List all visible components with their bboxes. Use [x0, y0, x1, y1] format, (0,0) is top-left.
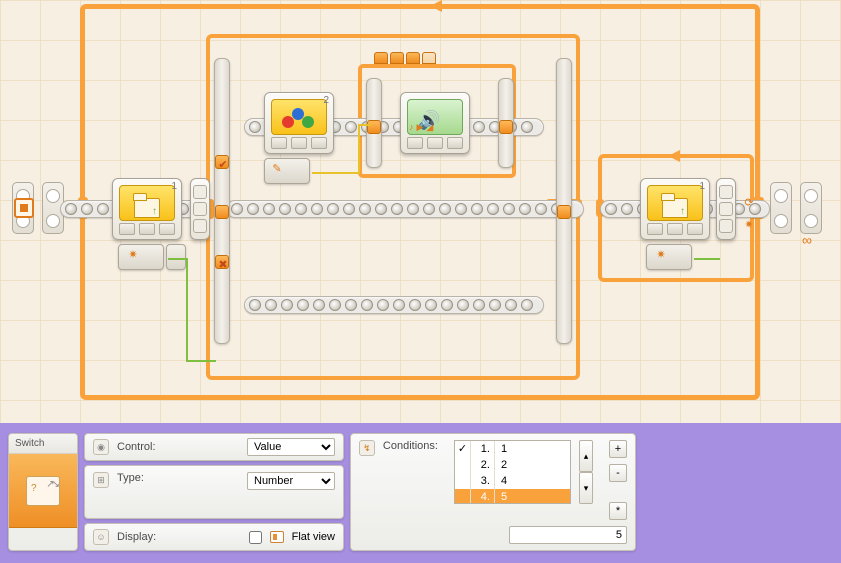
condition-row[interactable]: 4.5	[455, 489, 570, 504]
settings-icon: ✷	[742, 218, 756, 232]
type-label: Type:	[117, 472, 169, 484]
data-wire	[186, 360, 216, 362]
file-access-block[interactable]: 1	[112, 178, 182, 240]
port-number: 1	[171, 181, 177, 192]
sound-controls: ♪▶◢	[409, 122, 433, 133]
condition-row[interactable]: ✓1.1	[455, 441, 570, 457]
remove-condition-button[interactable]: -	[609, 464, 627, 482]
type-row: ⊞ Type: LogicNumberText	[84, 465, 344, 519]
switch-tab[interactable]	[390, 52, 404, 64]
switch-tab[interactable]	[406, 52, 420, 64]
start-icon[interactable]	[14, 198, 34, 218]
conditions-icon: ↯	[359, 440, 375, 456]
type-select[interactable]: LogicNumberText	[247, 472, 335, 490]
data-hub[interactable]	[118, 244, 164, 270]
peg	[215, 205, 229, 219]
port-number: 1	[699, 181, 705, 192]
peg	[367, 120, 381, 134]
connector-hub	[716, 178, 736, 240]
scroll-up-button[interactable]: ▴	[579, 440, 593, 472]
sound-block[interactable]: ♪▶◢	[400, 92, 470, 154]
loop-arrow-icon	[668, 150, 680, 162]
switch-icon	[26, 476, 60, 506]
port-number: 2	[323, 95, 329, 106]
sequence-beam	[244, 296, 544, 314]
check-icon: ✔	[216, 158, 230, 172]
data-wire	[312, 172, 360, 174]
control-row: ◉ Control: ValueSensor	[84, 433, 344, 461]
switch-pillar	[214, 58, 230, 344]
sequence-beam	[226, 200, 584, 218]
loop-icon: ⟳	[742, 196, 756, 210]
data-wire	[168, 258, 188, 260]
flatview-icon	[270, 531, 284, 543]
display-label: Display:	[117, 531, 169, 543]
condition-row[interactable]: 3.4	[455, 473, 570, 489]
wand-icon: ✎	[270, 162, 284, 176]
connector-hub	[190, 178, 210, 240]
data-hub[interactable]	[646, 244, 692, 270]
config-panel-area: Switch ◉ Control: ValueSensor ⊞ Type: Lo…	[0, 423, 841, 563]
switch-tab[interactable]	[374, 52, 388, 64]
data-wire	[358, 124, 372, 126]
switch-tabs[interactable]	[374, 52, 436, 64]
cross-icon: ✖	[216, 258, 230, 272]
block-title: Switch	[9, 434, 77, 454]
data-wire	[694, 258, 720, 260]
type-icon: ⊞	[93, 472, 109, 488]
settings-icon: ✷	[654, 248, 668, 262]
conditions-panel: ↯ Conditions: ✓1.12.23.44.5 ▴ ▾ + - *	[350, 433, 636, 551]
scroll-down-button[interactable]: ▾	[579, 472, 593, 504]
data-wire	[186, 258, 188, 362]
infinity-icon: ∞	[802, 232, 812, 248]
conditions-list[interactable]: ✓1.12.23.44.5	[454, 440, 571, 504]
color-sensor-block[interactable]: 2	[264, 92, 334, 154]
display-icon: ☺	[93, 529, 109, 545]
sequence-rail	[770, 182, 792, 234]
program-canvas[interactable]: ∞ 1 ✷ 2 ✎	[0, 0, 841, 423]
sequence-end-rail	[800, 182, 822, 234]
control-select[interactable]: ValueSensor	[247, 438, 335, 456]
peg	[499, 120, 513, 134]
conditions-label: Conditions:	[383, 440, 438, 452]
eye-icon: ◉	[93, 439, 109, 455]
loop-arrow-icon	[430, 0, 442, 12]
file-access-block[interactable]: 1	[640, 178, 710, 240]
flatview-label: Flat view	[292, 531, 335, 543]
control-label: Control:	[117, 441, 169, 453]
switch-pillar	[556, 58, 572, 344]
block-thumbnail: Switch	[8, 433, 78, 551]
add-condition-button[interactable]: +	[609, 440, 627, 458]
condition-value-input[interactable]	[509, 526, 627, 544]
peg	[557, 205, 571, 219]
default-condition-button[interactable]: *	[609, 502, 627, 520]
flatview-checkbox[interactable]	[249, 531, 262, 544]
display-row: ☺ Display: Flat view	[84, 523, 344, 551]
conditions-scroll[interactable]: ▴ ▾	[579, 440, 593, 504]
condition-row[interactable]: 2.2	[455, 457, 570, 473]
data-hub[interactable]	[166, 244, 186, 270]
settings-icon: ✷	[126, 248, 140, 262]
data-wire	[358, 124, 360, 174]
switch-tab[interactable]	[422, 52, 436, 64]
